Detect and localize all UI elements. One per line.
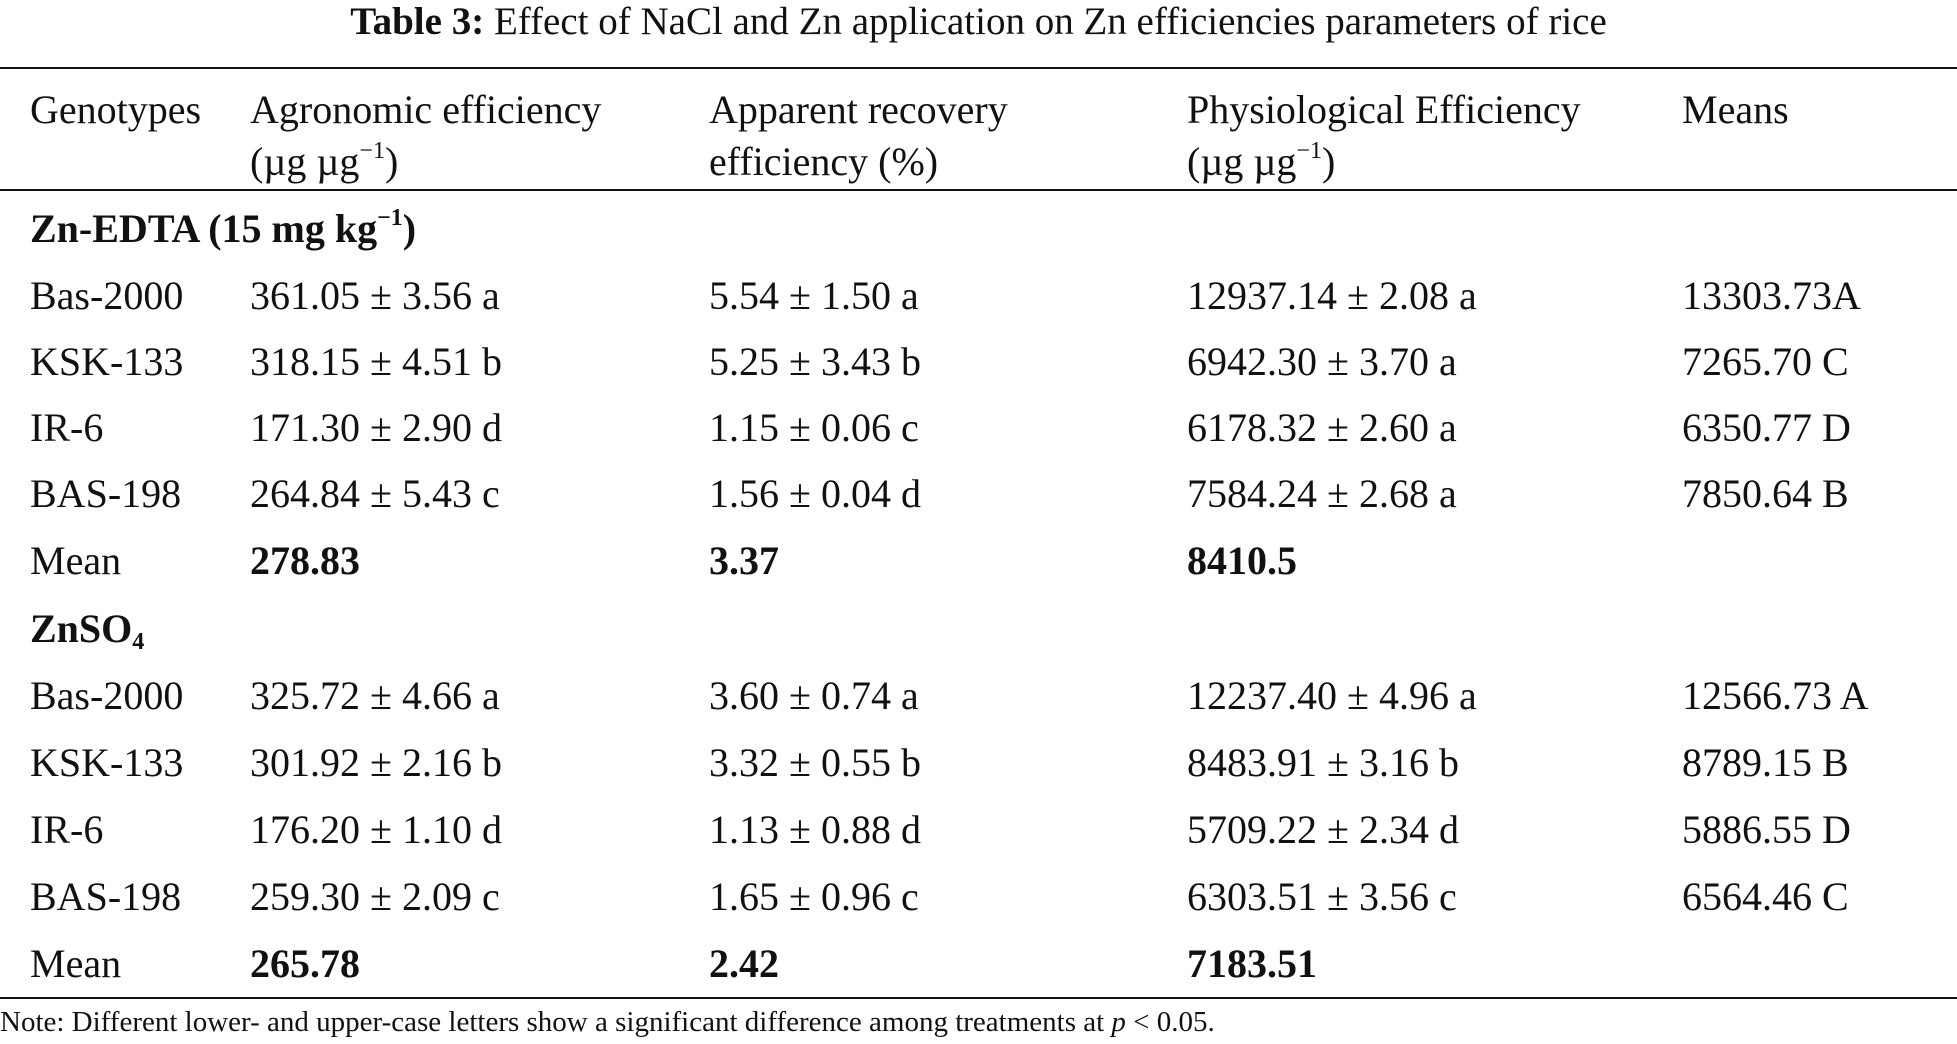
table-row-genotype: KSK-133 [30, 740, 184, 785]
header-apparent-line1: Apparent recovery [709, 87, 1008, 132]
mean-row-label: Mean [30, 941, 122, 986]
table-row-genotype: Bas-2000 [30, 673, 184, 718]
table-cell-agronomic: 259.30 ± 2.09 c [250, 874, 500, 919]
table-cell-agronomic: 264.84 ± 5.43 c [250, 471, 500, 516]
mean-row-label: Mean [30, 538, 122, 583]
table-cell-means: 7265.70 C [1682, 339, 1849, 384]
table-cell-apparent: 1.13 ± 0.88 d [709, 807, 921, 852]
table-cell-agronomic: 325.72 ± 4.66 a [250, 673, 500, 718]
table-cell-apparent: 1.65 ± 0.96 c [709, 874, 919, 919]
header-agronomic: Agronomic efficiency (µg µg−1) [250, 84, 601, 188]
table-cell-apparent: 5.54 ± 1.50 a [709, 273, 919, 318]
table-cell-means: 5886.55 D [1682, 807, 1851, 852]
table-row-genotype: BAS-198 [30, 874, 182, 919]
header-physiological: Physiological Efficiency (µg µg−1) [1187, 84, 1581, 188]
table-cell-physiological: 12237.40 ± 4.96 a [1187, 673, 1477, 718]
table-row-genotype: BAS-198 [30, 471, 182, 516]
table-cell-means: 7850.64 B [1682, 471, 1849, 516]
mean-apparent: 3.37 [709, 538, 779, 583]
table-row-genotype: IR-6 [30, 807, 104, 852]
table-cell-physiological: 8483.91 ± 3.16 b [1187, 740, 1459, 785]
bottom-rule [0, 997, 1957, 999]
header-physiological-unit: (µg µg−1) [1187, 138, 1336, 184]
table-cell-agronomic: 361.05 ± 3.56 a [250, 273, 500, 318]
header-physiological-label: Physiological Efficiency [1187, 87, 1581, 132]
caption-label: Table 3: [350, 0, 485, 43]
header-agronomic-label: Agronomic efficiency [250, 87, 602, 132]
table-cell-physiological: 7584.24 ± 2.68 a [1187, 471, 1457, 516]
mean-agronomic: 265.78 [250, 941, 360, 986]
caption-text: Effect of NaCl and Zn application on Zn … [493, 0, 1607, 43]
table-cell-means: 6350.77 D [1682, 405, 1851, 450]
header-apparent: Apparent recovery efficiency (%) [709, 84, 1008, 188]
table-cell-agronomic: 318.15 ± 4.51 b [250, 339, 502, 384]
header-apparent-line2: efficiency (%) [709, 139, 939, 184]
group-title-znso4: ZnSO4 [30, 606, 145, 656]
header-agronomic-unit: (µg µg−1) [250, 138, 399, 184]
table-cell-physiological: 6942.30 ± 3.70 a [1187, 339, 1457, 384]
table-cell-apparent: 3.32 ± 0.55 b [709, 740, 921, 785]
table-cell-means: 8789.15 B [1682, 740, 1849, 785]
table-cell-apparent: 1.15 ± 0.06 c [709, 405, 919, 450]
table-cell-agronomic: 171.30 ± 2.90 d [250, 405, 502, 450]
table-row-genotype: IR-6 [30, 405, 104, 450]
table-cell-means: 6564.46 C [1682, 874, 1849, 919]
table-cell-apparent: 5.25 ± 3.43 b [709, 339, 921, 384]
header-genotypes: Genotypes [30, 87, 202, 132]
mean-agronomic: 278.83 [250, 538, 360, 583]
mean-physiological: 7183.51 [1187, 941, 1317, 986]
table-row-genotype: KSK-133 [30, 339, 184, 384]
table-cell-agronomic: 301.92 ± 2.16 b [250, 740, 502, 785]
table-cell-apparent: 3.60 ± 0.74 a [709, 673, 919, 718]
mean-apparent: 2.42 [709, 941, 779, 986]
table-note: Note: Different lower- and upper-case le… [0, 1006, 1215, 1038]
table-cell-means: 12566.73 A [1682, 673, 1869, 718]
table-cell-means: 13303.73A [1682, 273, 1861, 318]
table-cell-physiological: 6303.51 ± 3.56 c [1187, 874, 1457, 919]
table-cell-apparent: 1.56 ± 0.04 d [709, 471, 921, 516]
table-row-genotype: Bas-2000 [30, 273, 184, 318]
header-rule [0, 189, 1957, 191]
table-cell-agronomic: 176.20 ± 1.10 d [250, 807, 502, 852]
table-cell-physiological: 5709.22 ± 2.34 d [1187, 807, 1459, 852]
table-cell-physiological: 12937.14 ± 2.08 a [1187, 273, 1477, 318]
header-means: Means [1682, 87, 1789, 132]
top-rule [0, 67, 1957, 69]
table-caption: Table 3: Effect of NaCl and Zn applicati… [0, 0, 1957, 44]
mean-physiological: 8410.5 [1187, 538, 1297, 583]
group-title-zn-edta: Zn-EDTA (15 mg kg−1) [30, 205, 417, 251]
table-cell-physiological: 6178.32 ± 2.60 a [1187, 405, 1457, 450]
